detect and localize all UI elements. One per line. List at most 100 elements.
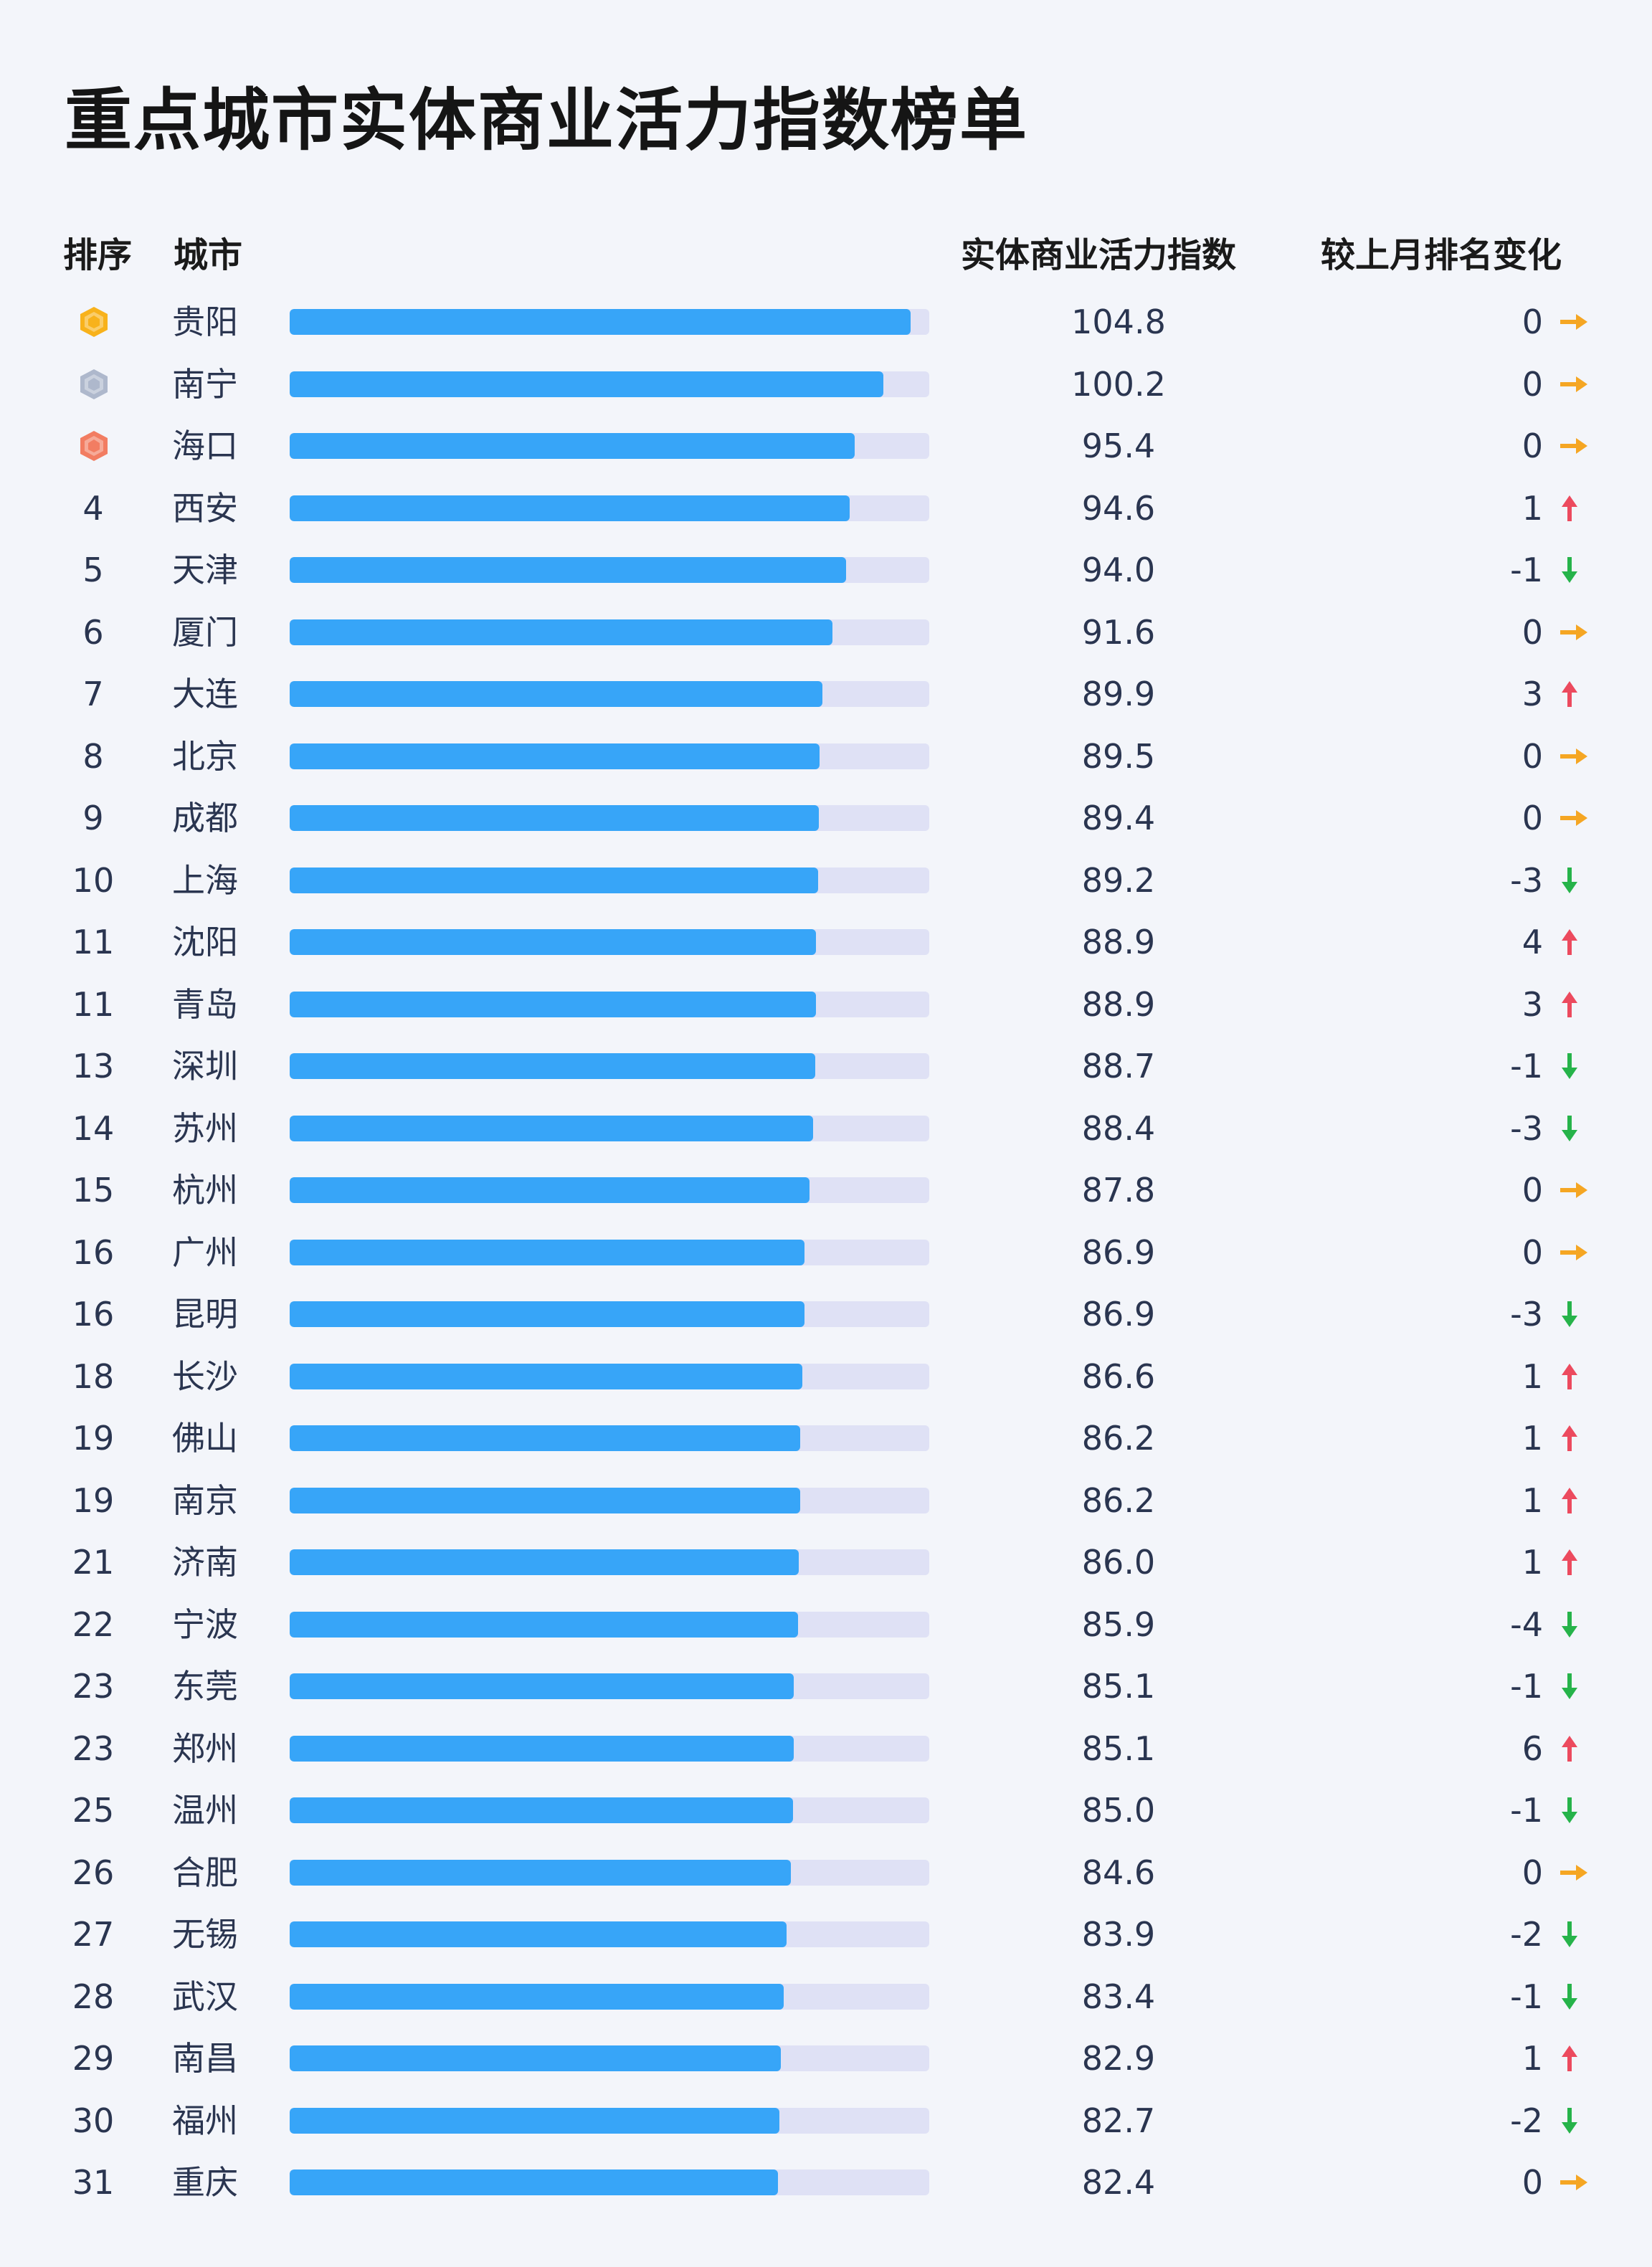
header-city: 城市 — [174, 235, 243, 275]
city-label: 温州 — [172, 1791, 238, 1830]
bar-track — [290, 2169, 929, 2195]
value-label: 85.1 — [1081, 1729, 1156, 1768]
table-row: 4 西安 94.6 1 — [0, 477, 1652, 539]
rank-label: 4 — [82, 488, 104, 528]
rank-change-label: 1 — [1522, 1481, 1543, 1520]
trend-flat-icon — [1560, 1864, 1587, 1881]
bar — [290, 2169, 778, 2195]
trend-flat-icon — [1560, 810, 1587, 826]
rank-label: 7 — [82, 675, 104, 713]
city-label: 天津 — [172, 551, 238, 589]
table-row: 25 温州 85.0 -1 — [0, 1779, 1652, 1841]
city-label: 福州 — [172, 2101, 238, 2140]
rank-label: 21 — [72, 1543, 115, 1582]
bar-track — [290, 867, 929, 893]
bar — [290, 867, 818, 893]
table-row: 11 沈阳 88.9 4 — [0, 911, 1652, 973]
trend-down-icon — [1562, 1611, 1577, 1638]
value-label: 89.5 — [1081, 736, 1156, 776]
value-label: 89.9 — [1081, 675, 1156, 713]
city-label: 深圳 — [172, 1047, 238, 1085]
bar-track — [290, 557, 929, 583]
rank-label: 25 — [72, 1791, 115, 1830]
bar-track — [290, 1363, 929, 1389]
bar — [290, 1425, 800, 1451]
city-label: 郑州 — [172, 1729, 238, 1768]
table-row: 16 昆明 86.9 -3 — [0, 1283, 1652, 1345]
trend-down-icon — [1562, 1921, 1577, 1947]
rank-change-label: -1 — [1510, 1977, 1543, 2016]
bar — [290, 1859, 791, 1886]
city-label: 佛山 — [172, 1419, 238, 1458]
bar — [290, 2107, 780, 2134]
rank-label: 16 — [72, 1232, 115, 1272]
rank-label: 10 — [72, 860, 115, 900]
table-row: 14 苏州 88.4 -3 — [0, 1098, 1652, 1159]
rank-change-label: 0 — [1522, 303, 1543, 341]
table-row: 9 成都 89.4 0 — [0, 787, 1652, 849]
value-label: 88.4 — [1081, 1108, 1156, 1148]
trend-up-icon — [1562, 1487, 1577, 1513]
rank-change-label: 0 — [1522, 364, 1543, 404]
value-label: 86.2 — [1081, 1481, 1156, 1520]
rank-label: 15 — [72, 1171, 115, 1209]
value-label: 82.9 — [1081, 2039, 1156, 2078]
trend-down-icon — [1562, 1115, 1577, 1141]
bar — [290, 1983, 784, 2010]
value-label: 86.2 — [1081, 1419, 1156, 1458]
rank-label: 29 — [72, 2039, 115, 2078]
silver-medal-icon — [80, 369, 108, 399]
bar-track — [290, 495, 929, 521]
header-index: 实体商业活力指数 — [961, 235, 1237, 275]
trend-up-icon — [1562, 1363, 1577, 1389]
rank-label: 19 — [72, 1419, 115, 1458]
table-row: 22 宁波 85.9 -4 — [0, 1594, 1652, 1655]
bar — [290, 1797, 794, 1823]
city-label: 南宁 — [172, 364, 238, 404]
table-row: 8 北京 89.5 0 — [0, 726, 1652, 787]
trend-down-icon — [1562, 1983, 1577, 2010]
table-row: 19 佛山 86.2 1 — [0, 1407, 1652, 1469]
bar-track — [290, 1921, 929, 1947]
bar — [290, 619, 832, 645]
bar-track — [290, 2045, 929, 2071]
bar-track — [290, 1177, 929, 1203]
bar-track — [290, 681, 929, 707]
trend-up-icon — [1562, 495, 1577, 521]
rank-change-label: 0 — [1522, 427, 1543, 465]
bar — [290, 1239, 804, 1265]
rank-change-label: -1 — [1510, 551, 1543, 589]
trend-up-icon — [1562, 681, 1577, 707]
rank-change-label: -3 — [1510, 1108, 1543, 1148]
bar — [290, 1177, 810, 1203]
value-label: 86.6 — [1081, 1356, 1156, 1396]
bar — [290, 1921, 787, 1947]
city-label: 厦门 — [172, 612, 238, 652]
bar-track — [290, 1301, 929, 1327]
bar-track — [290, 619, 929, 645]
bar — [290, 1363, 803, 1389]
bar-track — [290, 1425, 929, 1451]
table-row: 10 上海 89.2 -3 — [0, 850, 1652, 911]
bar-track — [290, 309, 929, 335]
rank-label: 23 — [72, 1729, 115, 1768]
city-label: 沈阳 — [172, 923, 238, 961]
rank-label: 11 — [72, 984, 115, 1024]
rank-change-label: 0 — [1522, 799, 1543, 837]
table-row: 18 长沙 86.6 1 — [0, 1346, 1652, 1407]
value-label: 86.0 — [1081, 1543, 1156, 1582]
bar-track — [290, 1611, 929, 1638]
trend-down-icon — [1562, 1673, 1577, 1699]
table-row: 26 合肥 84.6 0 — [0, 1842, 1652, 1904]
value-label: 94.0 — [1081, 551, 1156, 589]
bar-track — [290, 1983, 929, 2010]
bar-track — [290, 1549, 929, 1575]
trend-up-icon — [1562, 1549, 1577, 1575]
rank-label: 27 — [72, 1915, 115, 1954]
rank-label: 9 — [82, 799, 104, 837]
bar — [290, 1053, 815, 1079]
city-label: 长沙 — [172, 1356, 238, 1396]
rank-change-label: 0 — [1522, 1853, 1543, 1892]
city-label: 南昌 — [172, 2039, 238, 2078]
gold-medal-icon — [80, 307, 108, 337]
